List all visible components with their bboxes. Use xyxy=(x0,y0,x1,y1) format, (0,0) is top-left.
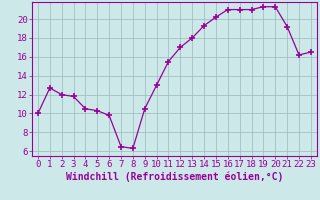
X-axis label: Windchill (Refroidissement éolien,°C): Windchill (Refroidissement éolien,°C) xyxy=(66,172,283,182)
